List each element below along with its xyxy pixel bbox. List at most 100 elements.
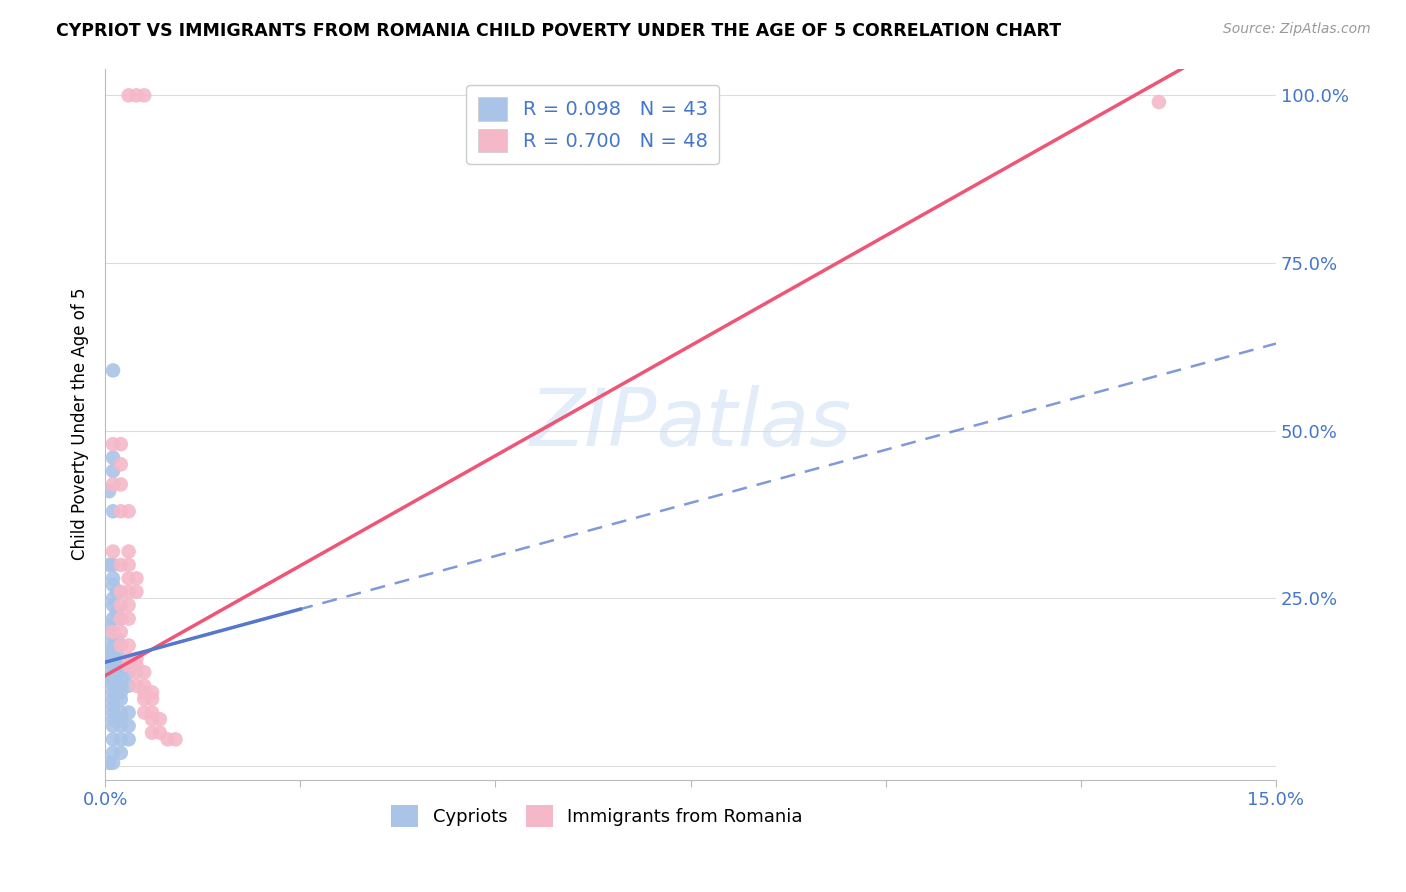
Point (101, 652, 124, 666)
Point (141, 692, 163, 706)
Point (156, 732, 179, 747)
Point (110, 639, 132, 653)
Point (101, 558, 124, 572)
Point (125, 652, 148, 666)
Point (105, 584, 128, 599)
Point (101, 625, 124, 640)
Point (125, 679, 148, 693)
Point (105, 632, 128, 646)
Point (110, 437, 132, 451)
Point (141, 725, 163, 739)
Point (101, 477, 124, 491)
Point (101, 612, 124, 626)
Point (101, 578, 124, 592)
Point (134, 706, 156, 720)
Point (101, 625, 124, 640)
Point (98, 558, 121, 572)
Legend: Cypriots, Immigrants from Romania: Cypriots, Immigrants from Romania (384, 798, 810, 835)
Point (101, 672, 124, 686)
Point (110, 685, 132, 699)
Point (101, 598, 124, 612)
Point (98, 756, 121, 770)
Point (110, 504, 132, 518)
Point (125, 584, 148, 599)
Point (101, 706, 124, 720)
Point (141, 706, 163, 720)
Point (101, 632, 124, 646)
Point (110, 612, 132, 626)
Text: ZIPatlas: ZIPatlas (530, 385, 852, 463)
Point (117, 732, 139, 747)
Point (98, 484, 121, 499)
Point (101, 685, 124, 699)
Point (110, 679, 132, 693)
Point (117, 665, 139, 680)
Point (117, 88, 139, 103)
Point (117, 598, 139, 612)
Point (117, 679, 139, 693)
Y-axis label: Child Poverty Under the Age of 5: Child Poverty Under the Age of 5 (72, 288, 89, 560)
Point (117, 719, 139, 733)
Point (141, 685, 163, 699)
Point (98, 672, 121, 686)
Point (101, 571, 124, 585)
Point (101, 692, 124, 706)
Point (110, 672, 132, 686)
Point (117, 558, 139, 572)
Point (110, 692, 132, 706)
Point (101, 591, 124, 606)
Point (149, 712, 172, 726)
Point (101, 544, 124, 558)
Point (125, 88, 148, 103)
Point (134, 692, 156, 706)
Point (134, 665, 156, 680)
Text: CYPRIOT VS IMMIGRANTS FROM ROMANIA CHILD POVERTY UNDER THE AGE OF 5 CORRELATION : CYPRIOT VS IMMIGRANTS FROM ROMANIA CHILD… (56, 22, 1062, 40)
Point (110, 612, 132, 626)
Point (110, 652, 132, 666)
Point (134, 679, 156, 693)
Point (101, 504, 124, 518)
Point (101, 645, 124, 659)
Point (105, 605, 128, 619)
Point (125, 571, 148, 585)
Point (117, 571, 139, 585)
Point (117, 584, 139, 599)
Point (134, 685, 156, 699)
Point (101, 363, 124, 377)
Text: Source: ZipAtlas.com: Source: ZipAtlas.com (1223, 22, 1371, 37)
Point (125, 665, 148, 680)
Point (101, 679, 124, 693)
Point (101, 464, 124, 478)
Point (1147, 95, 1170, 109)
Point (101, 746, 124, 760)
Point (117, 706, 139, 720)
Point (149, 725, 172, 739)
Point (117, 639, 139, 653)
Point (110, 625, 132, 640)
Point (110, 706, 132, 720)
Point (110, 655, 132, 669)
Point (110, 746, 132, 760)
Point (105, 658, 128, 673)
Point (117, 612, 139, 626)
Point (165, 732, 187, 747)
Point (101, 732, 124, 747)
Point (110, 665, 132, 680)
Point (110, 584, 132, 599)
Point (101, 658, 124, 673)
Point (110, 458, 132, 472)
Point (101, 756, 124, 770)
Point (101, 450, 124, 465)
Point (101, 719, 124, 733)
Point (125, 658, 148, 673)
Point (117, 544, 139, 558)
Point (110, 639, 132, 653)
Point (98, 658, 121, 673)
Point (110, 732, 132, 747)
Point (110, 598, 132, 612)
Point (117, 652, 139, 666)
Point (117, 658, 139, 673)
Point (98, 645, 121, 659)
Point (134, 88, 156, 103)
Point (101, 655, 124, 669)
